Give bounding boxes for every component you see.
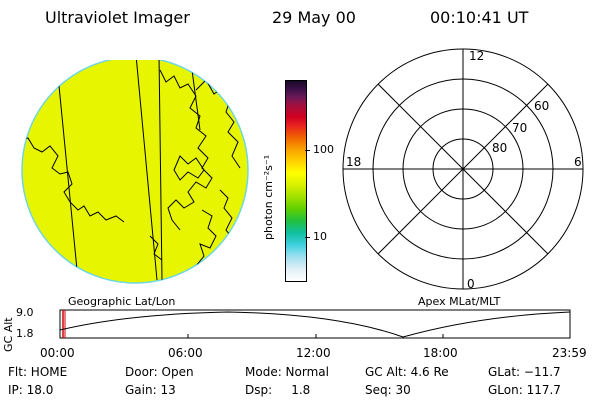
colorbar-tick xyxy=(305,150,310,151)
status-gc-alt: GC Alt: 4.6 Re xyxy=(365,365,449,379)
time-label: 00:10:41 UT xyxy=(430,8,529,27)
x-tick-label: 06:00 xyxy=(168,346,203,360)
lat-label-60: 60 xyxy=(534,99,549,113)
coastline xyxy=(22,137,125,223)
status-flt: Flt: HOME xyxy=(8,365,68,379)
status-ip: IP: 18.0 xyxy=(8,383,54,397)
status-glat: GLat: −11.7 xyxy=(488,365,561,379)
lat-label-70: 70 xyxy=(512,121,527,135)
colorbar-tick xyxy=(305,237,310,238)
coastline xyxy=(149,235,163,261)
instrument-title: Ultraviolet Imager xyxy=(45,8,190,27)
geographic-globe-panel xyxy=(21,60,249,284)
status-mode: Mode: Normal xyxy=(245,365,329,379)
x-tick-label: 12:00 xyxy=(296,346,331,360)
date-label: 29 May 00 xyxy=(272,8,356,27)
globe-disk xyxy=(21,60,249,284)
coastline xyxy=(195,209,217,267)
coastline xyxy=(159,69,213,231)
status-gain: Gain: 13 xyxy=(125,383,176,397)
lat-label-80: 80 xyxy=(492,141,507,155)
status-glon: GLon: 117.7 xyxy=(488,383,561,397)
geo-panel-caption: Geographic Lat/Lon xyxy=(68,295,176,308)
colorbar-unit-label: photon cm⁻²s⁻¹ xyxy=(262,154,275,240)
altitude-ytick-label: 9.0 xyxy=(16,306,34,319)
polar-mlat-mlt-plot: 12 18 6 0 60 70 80 xyxy=(342,48,584,291)
x-tick-label: 18:00 xyxy=(423,346,458,360)
status-door: Door: Open xyxy=(125,365,194,379)
colorbar xyxy=(285,80,307,282)
x-tick-label: 00:00 xyxy=(40,346,75,360)
polar-diagonal xyxy=(377,83,549,255)
status-seq: Seq: 30 xyxy=(365,383,411,397)
altitude-plot-frame xyxy=(59,309,571,339)
mlt-label-top: 12 xyxy=(469,49,484,63)
x-tick-label: 23:59 xyxy=(552,346,587,360)
longitude-line xyxy=(135,60,158,281)
longitude-line xyxy=(55,60,79,281)
colorbar-tick-label: 100 xyxy=(313,143,334,156)
mlt-label-right: 6 xyxy=(574,155,582,169)
coastline xyxy=(173,155,205,181)
coastline xyxy=(195,79,241,169)
longitude-line xyxy=(158,60,163,281)
status-dsp: Dsp: 1.8 xyxy=(245,383,311,397)
altitude-plot xyxy=(59,309,571,339)
mlt-label-left: 18 xyxy=(346,155,361,169)
colorbar-tick-label: 10 xyxy=(313,230,327,243)
altitude-ylabel: GC Alt xyxy=(2,317,15,352)
mlt-label-bottom: 0 xyxy=(467,277,475,291)
altitude-ytick-label: 1.8 xyxy=(16,327,34,340)
polar-panel-caption: Apex MLat/MLT xyxy=(418,295,501,308)
altitude-curve xyxy=(59,311,571,338)
